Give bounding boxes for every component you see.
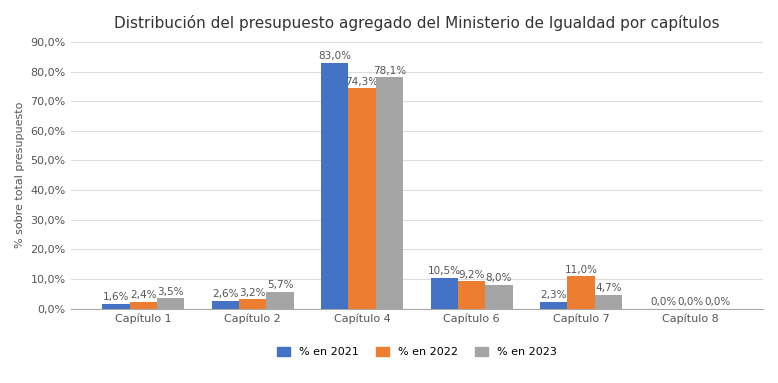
Bar [458,282,485,309]
Text: 78,1%: 78,1% [373,65,406,76]
Bar [266,292,293,309]
Bar [349,88,376,309]
Y-axis label: % sobre total presupuesto: % sobre total presupuesto [15,102,25,249]
Text: 0,0%: 0,0% [705,297,731,307]
Text: 2,6%: 2,6% [212,290,239,300]
Text: 0,0%: 0,0% [650,297,676,307]
Bar [540,302,567,309]
Text: 8,0%: 8,0% [485,273,512,283]
Bar [321,63,349,309]
Bar [239,299,266,309]
Text: 4,7%: 4,7% [595,283,622,293]
Text: 3,2%: 3,2% [240,288,266,298]
Bar [212,301,239,309]
Text: 10,5%: 10,5% [428,266,461,276]
Text: 83,0%: 83,0% [318,51,351,61]
Legend: % en 2021, % en 2022, % en 2023: % en 2021, % en 2022, % en 2023 [272,343,561,362]
Text: 9,2%: 9,2% [458,270,485,280]
Bar [102,304,129,309]
Bar [430,278,458,309]
Bar [129,301,157,309]
Bar [567,276,594,309]
Bar [594,295,622,309]
Text: 2,3%: 2,3% [541,290,567,300]
Title: Distribución del presupuesto agregado del Ministerio de Igualdad por capítulos: Distribución del presupuesto agregado de… [114,15,720,31]
Text: 2,4%: 2,4% [130,290,156,300]
Text: 5,7%: 5,7% [267,280,293,290]
Bar [485,285,513,309]
Text: 11,0%: 11,0% [565,265,598,275]
Bar [157,298,184,309]
Text: 0,0%: 0,0% [678,297,703,307]
Bar [376,77,403,309]
Text: 74,3%: 74,3% [345,77,379,87]
Text: 3,5%: 3,5% [157,287,184,297]
Text: 1,6%: 1,6% [103,293,129,303]
